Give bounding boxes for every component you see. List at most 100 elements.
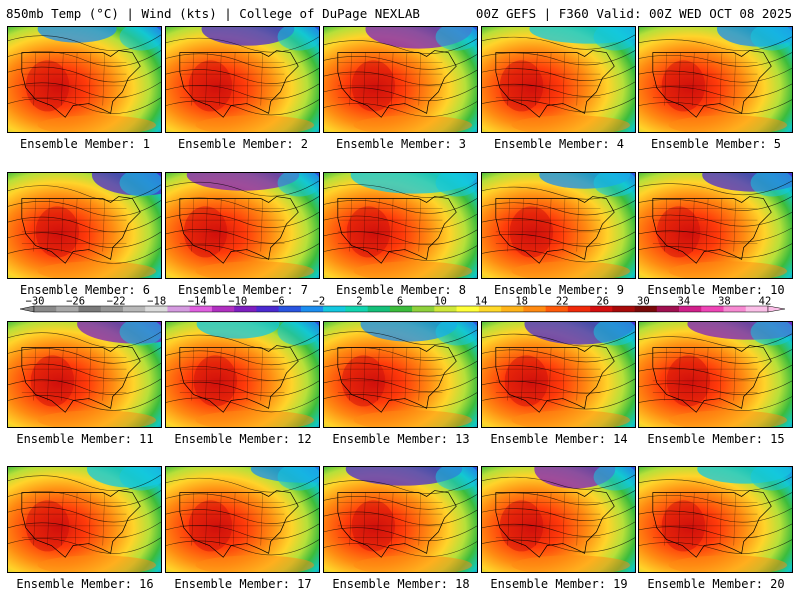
colorbar-swatch	[189, 306, 213, 312]
member-map-panel	[7, 466, 162, 573]
member-map-panel	[323, 466, 478, 573]
colorbar-swatch	[300, 306, 324, 312]
ensemble-member-label: Ensemble Member: 9	[493, 283, 625, 297]
member-map-panel	[323, 172, 478, 279]
temperature-field-map	[639, 173, 792, 278]
ensemble-member-label: Ensemble Member: 18	[332, 577, 470, 591]
ensemble-member-label: Ensemble Member: 2	[177, 137, 309, 151]
colorbar-swatch	[679, 306, 702, 312]
colorbar-swatch	[456, 306, 480, 312]
temperature-field-map	[8, 27, 161, 132]
ensemble-member-label: Ensemble Member: 7	[177, 283, 309, 297]
ensemble-member-label: Ensemble Member: 15	[647, 432, 785, 446]
ensemble-member-label: Ensemble Member: 6	[19, 283, 151, 297]
member-map-panel	[7, 26, 162, 133]
member-map-panel	[165, 466, 320, 573]
colorbar-swatch	[701, 306, 724, 312]
colorbar-swatch	[367, 306, 391, 312]
colorbar-tick-label: 14	[475, 296, 488, 308]
ensemble-member-label: Ensemble Member: 16	[16, 577, 154, 591]
member-map-panel	[638, 321, 793, 428]
colorbar-tick-label: 2	[356, 296, 362, 308]
temperature-field-map	[482, 173, 635, 278]
temperature-field-map	[482, 467, 635, 572]
colorbar-swatch	[56, 306, 79, 312]
colorbar-tick-label: 38	[718, 296, 731, 308]
member-map-panel	[323, 26, 478, 133]
run-valid-time: 00Z GEFS | F360 Valid: 00Z WED OCT 08 20…	[475, 6, 792, 21]
colorbar-swatch	[612, 306, 635, 312]
colorbar-tick-label: 6	[397, 296, 403, 308]
member-map-panel	[7, 172, 162, 279]
colorbar-tick-label: 42	[759, 296, 772, 308]
ensemble-member-label: Ensemble Member: 4	[493, 137, 625, 151]
ensemble-member-label: Ensemble Member: 5	[650, 137, 782, 151]
colorbar-swatch	[723, 306, 747, 312]
colorbar-swatch	[256, 306, 279, 312]
member-map-panel	[165, 321, 320, 428]
temperature-field-map	[8, 322, 161, 427]
temperature-field-map	[482, 322, 635, 427]
colorbar-tick-label: −18	[147, 296, 166, 308]
colorbar-swatch	[211, 306, 235, 312]
colorbar-tick-label: 22	[556, 296, 569, 308]
member-map-panel	[638, 26, 793, 133]
colorbar-swatch	[145, 306, 168, 312]
ensemble-member-label: Ensemble Member: 20	[647, 577, 785, 591]
ensemble-member-label: Ensemble Member: 12	[174, 432, 312, 446]
colorbar-swatch	[78, 306, 102, 312]
temperature-field-map	[324, 467, 477, 572]
temperature-field-map	[324, 27, 477, 132]
temperature-field-map	[166, 173, 319, 278]
chart-title: 850mb Temp (°C) | Wind (kts) | College o…	[6, 6, 420, 21]
colorbar-swatch	[478, 306, 502, 312]
colorbar-swatch	[278, 306, 302, 312]
colorbar-swatch	[434, 306, 457, 312]
colorbar-tick-label: −6	[272, 296, 285, 308]
member-map-panel	[7, 321, 162, 428]
ensemble-member-label: Ensemble Member: 8	[335, 283, 467, 297]
colorbar-swatch	[345, 306, 368, 312]
member-map-panel	[481, 466, 636, 573]
colorbar-swatch	[656, 306, 680, 312]
member-map-panel	[165, 26, 320, 133]
member-map-panel	[481, 172, 636, 279]
colorbar-swatch	[523, 306, 546, 312]
colorbar-tick-label: −30	[26, 296, 45, 308]
ensemble-member-label: Ensemble Member: 10	[647, 283, 785, 297]
colorbar-tick-label: −26	[66, 296, 85, 308]
ensemble-member-label: Ensemble Member: 13	[332, 432, 470, 446]
colorbar-tick-label: 34	[678, 296, 691, 308]
colorbar-swatch	[122, 306, 146, 312]
temperature-field-map	[166, 322, 319, 427]
colorbar-swatch	[167, 306, 190, 312]
temperature-field-map	[8, 173, 161, 278]
colorbar-swatch	[389, 306, 413, 312]
member-map-panel	[323, 321, 478, 428]
member-map-panel	[638, 172, 793, 279]
ensemble-member-label: Ensemble Member: 11	[16, 432, 154, 446]
temperature-field-map	[166, 467, 319, 572]
colorbar-tick-label: 10	[434, 296, 447, 308]
colorbar-tick-label: 18	[515, 296, 528, 308]
colorbar-swatch	[501, 306, 524, 312]
colorbar-swatch	[100, 306, 124, 312]
colorbar-swatch	[545, 306, 569, 312]
colorbar-tick-label: 26	[596, 296, 609, 308]
colorbar-swatch	[634, 306, 658, 312]
colorbar-tick-label: −2	[313, 296, 326, 308]
member-map-panel	[638, 466, 793, 573]
ensemble-member-label: Ensemble Member: 3	[335, 137, 467, 151]
colorbar-tick-label: 30	[637, 296, 650, 308]
colorbar-swatch	[323, 306, 346, 312]
colorbar-swatch	[412, 306, 435, 312]
member-map-panel	[165, 172, 320, 279]
colorbar-tick-label: −10	[228, 296, 247, 308]
member-map-panel	[481, 321, 636, 428]
member-map-panel	[481, 26, 636, 133]
ensemble-member-label: Ensemble Member: 14	[490, 432, 628, 446]
temperature-colorbar: −30 −26 −22 −18 −14 −10 −6 −2 2 6 10 14 18 22 26 30 34 38…	[19, 296, 786, 313]
temperature-field-map	[639, 322, 792, 427]
temperature-field-map	[8, 467, 161, 572]
colorbar-swatch	[590, 306, 613, 312]
